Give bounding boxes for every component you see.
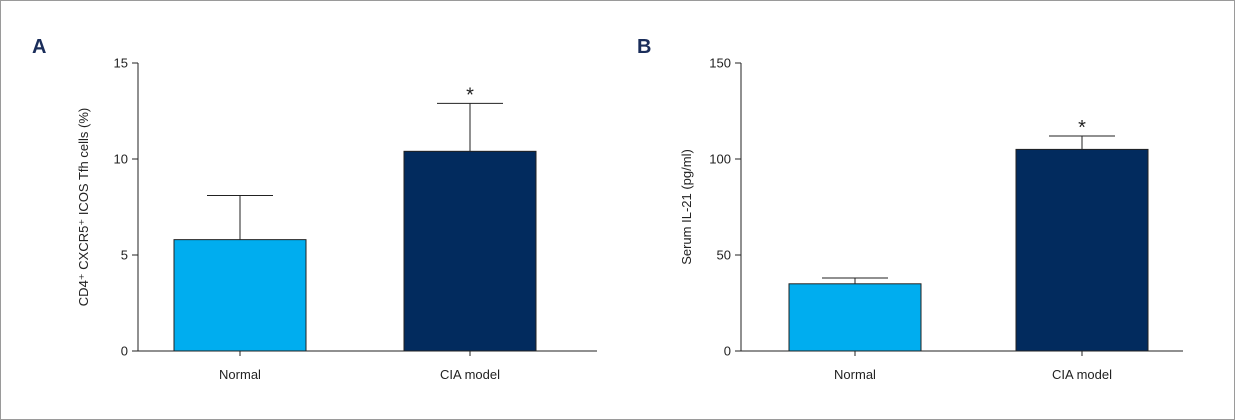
panel-label-b: B (637, 36, 652, 58)
y-axis-label: Serum IL-21 (pg/ml) (679, 149, 694, 265)
bar (1015, 148, 1149, 352)
bar (788, 283, 922, 352)
x-tick-label: CIA model (1052, 367, 1112, 382)
y-tick-label: 0 (121, 344, 128, 359)
x-tick-label: Normal (219, 367, 261, 382)
panel-label-a: A (32, 36, 47, 58)
bar (403, 150, 537, 352)
bar (173, 239, 307, 352)
y-tick-label: 150 (709, 56, 731, 71)
y-tick-label: 0 (724, 344, 731, 359)
y-axis-label: CD4⁺ CXCR5⁺ ICOS Tfh cells (%) (76, 108, 91, 306)
y-tick-label: 100 (709, 152, 731, 167)
x-tick-label: CIA model (440, 367, 500, 382)
significance-marker: * (1078, 117, 1086, 139)
y-tick-label: 10 (114, 152, 128, 167)
x-tick-label: Normal (834, 367, 876, 382)
significance-marker: * (466, 84, 474, 106)
y-tick-label: 5 (121, 248, 128, 263)
y-tick-label: 50 (717, 248, 731, 263)
y-tick-label: 15 (114, 56, 128, 71)
